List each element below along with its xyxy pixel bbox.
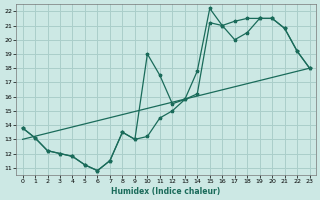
X-axis label: Humidex (Indice chaleur): Humidex (Indice chaleur) — [111, 187, 221, 196]
